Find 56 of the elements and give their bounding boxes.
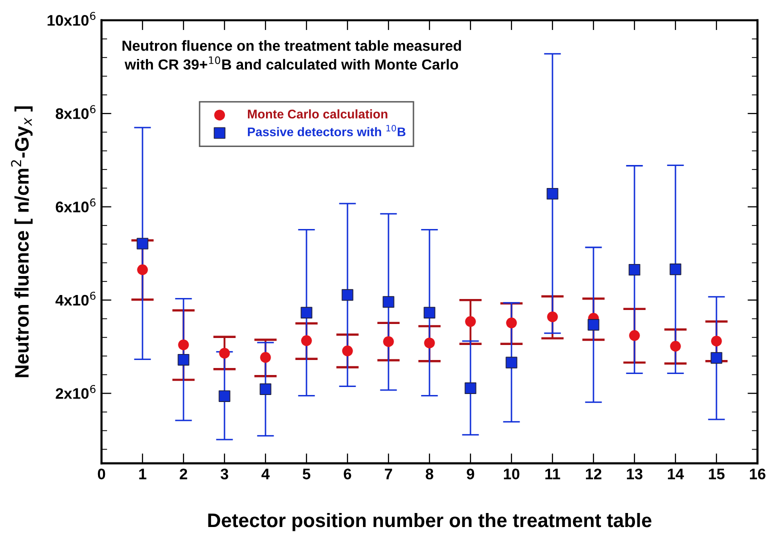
point — [588, 318, 600, 331]
x-tick-label: 16 — [750, 468, 766, 480]
point — [464, 382, 476, 394]
point — [136, 238, 148, 250]
x-tick-label: 0 — [98, 468, 106, 480]
y-tick-label: 6x10$^{6}$ — [56, 198, 96, 212]
y-tick-label: 2x10$^{6}$ — [56, 384, 96, 399]
x-tick-label: 6 — [344, 468, 352, 480]
point — [342, 289, 354, 301]
point — [506, 318, 517, 328]
x-tick-label: 3 — [220, 468, 228, 480]
point — [711, 336, 722, 346]
x-tick-label: 2 — [180, 468, 188, 480]
x-tick-label: 4 — [261, 468, 270, 480]
point — [547, 311, 558, 322]
point — [342, 346, 353, 356]
point — [424, 306, 436, 318]
point — [628, 264, 640, 276]
point — [219, 348, 230, 359]
point — [506, 356, 518, 368]
x-tick-label: 9 — [466, 468, 474, 480]
point — [300, 306, 312, 318]
y-tick-label: 4x10$^{6}$ — [55, 292, 96, 306]
y-tick-label: 10x10$^{6}$ — [48, 12, 96, 26]
point — [382, 296, 394, 308]
x-tick-label: 1 — [139, 468, 146, 480]
x-tick-label: 11 — [545, 468, 560, 480]
point — [260, 383, 272, 395]
legend-label: Monte Carlo calculation — [248, 109, 388, 118]
x-tick-label: 15 — [708, 468, 725, 480]
point — [670, 340, 681, 352]
point — [424, 338, 435, 348]
point — [178, 339, 189, 350]
point — [629, 330, 640, 341]
point — [178, 354, 190, 366]
point — [710, 352, 722, 364]
point — [670, 263, 682, 276]
x-tick-label: 12 — [586, 468, 602, 480]
legend-label: Passive detectors with $^{10}$B — [248, 124, 406, 136]
y-axis-title: Neutron fluence [ n/cm$^{2}$-Gy$_{x}$ ] — [11, 106, 33, 378]
point — [301, 335, 312, 346]
x-tick-label: 8 — [426, 468, 434, 480]
x-axis-title: Detector position number on the treatment table — [208, 512, 652, 532]
point — [546, 188, 558, 200]
y-tick-label: 8x10$^{6}$ — [56, 105, 96, 120]
x-tick-label: 7 — [384, 468, 392, 480]
x-tick-label: 10 — [504, 468, 520, 480]
x-tick-label: 13 — [626, 468, 642, 480]
point — [260, 352, 271, 363]
point — [218, 390, 230, 402]
x-tick-label: 14 — [668, 468, 684, 480]
point — [137, 264, 148, 276]
point — [383, 336, 394, 347]
text: Neutron fluence on the treatment table measured with CR 39+$^{10}$B and calculated with Monte Carlo — [122, 40, 461, 70]
x-tick-label: 5 — [302, 468, 310, 480]
point — [465, 316, 476, 327]
